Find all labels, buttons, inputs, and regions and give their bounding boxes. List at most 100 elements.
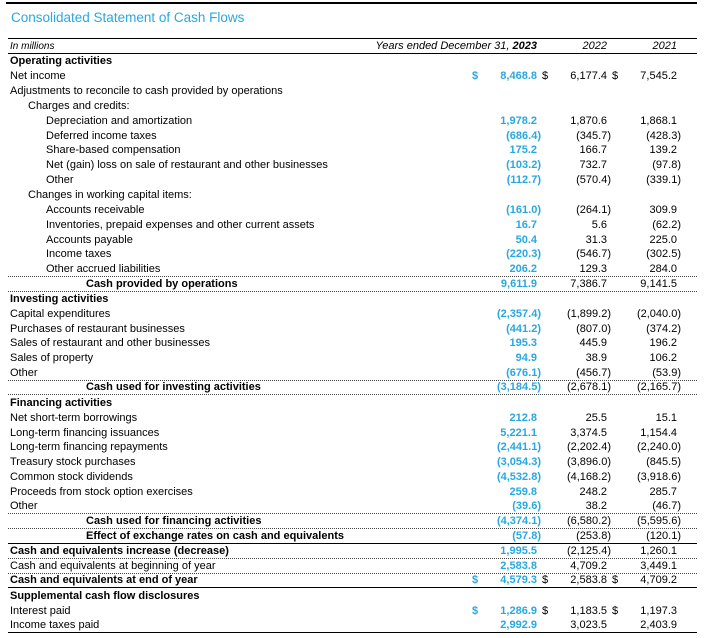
value-2023: (2,357.4) bbox=[472, 308, 542, 320]
value-text: (3,184.5) bbox=[496, 381, 541, 394]
table-row: Capital expenditures (2,357.4) (1,899.2) (2… bbox=[8, 306, 697, 321]
currency-symbol: $ bbox=[612, 604, 619, 617]
section-heading-row: Investing activities bbox=[8, 292, 697, 307]
value-2022: 3,374.5 bbox=[542, 427, 612, 439]
value-text: (2,678.1) bbox=[566, 381, 611, 394]
value-text: 31.3 bbox=[585, 233, 607, 246]
row-label: Sales of restaurant and other businesses bbox=[10, 337, 210, 350]
value-text: 5,221.1 bbox=[500, 426, 537, 439]
value-2022: $1,183.5 bbox=[542, 605, 612, 617]
value-text: 3,449.1 bbox=[640, 559, 677, 572]
table-row: Net income $8,468.8 $6,177.4 $7,545.2 bbox=[8, 69, 697, 84]
row-label: Charges and credits: bbox=[28, 99, 130, 112]
value-text: 139.2 bbox=[649, 144, 677, 157]
section-heading-row: Changes in working capital items: bbox=[8, 188, 697, 203]
value-text: (441.2) bbox=[506, 322, 541, 335]
value-2021: (62.2) bbox=[612, 219, 682, 231]
value-2023: 94.9 bbox=[472, 352, 542, 364]
value-2022: 1,870.6 bbox=[542, 115, 612, 127]
value-2022: 7,386.7 bbox=[542, 278, 612, 290]
value-text: (2,125.4) bbox=[566, 544, 611, 557]
table-row: Purchases of restaurant businesses (441.2… bbox=[8, 321, 697, 336]
value-text: (57.8) bbox=[512, 529, 541, 542]
value-2022: 38.2 bbox=[542, 500, 612, 512]
value-text: 38.9 bbox=[585, 352, 607, 365]
row-label: Cash used for financing activities bbox=[86, 515, 262, 528]
currency-symbol: $ bbox=[542, 574, 549, 587]
table-body: Operating activities Net income $8,468.8 $6… bbox=[8, 54, 697, 633]
row-label: Net short-term borrowings bbox=[10, 411, 138, 424]
table-row: Income taxes paid 2,992.9 3,023.5 2,403.9 bbox=[8, 618, 697, 633]
page-title: Consolidated Statement of Cash Flows bbox=[11, 10, 245, 25]
value-text: 1,870.6 bbox=[570, 114, 607, 127]
value-2023: (39.6) bbox=[472, 500, 542, 512]
value-text: 7,386.7 bbox=[570, 277, 607, 290]
value-2022: (2,678.1) bbox=[542, 381, 612, 393]
value-text: 1,183.5 bbox=[570, 604, 607, 617]
row-label: Net income bbox=[10, 70, 66, 83]
value-2021: (2,165.7) bbox=[612, 381, 682, 393]
currency-symbol: $ bbox=[472, 604, 479, 617]
row-label: Cash and equivalents at beginning of yea… bbox=[10, 559, 216, 572]
value-text: (374.2) bbox=[646, 322, 681, 335]
table-row: Deferred income taxes (686.4) (345.7) (428.… bbox=[8, 128, 697, 143]
value-2022: 38.9 bbox=[542, 352, 612, 364]
section-heading-row: Operating activities bbox=[8, 54, 697, 69]
value-text: 1,260.1 bbox=[640, 544, 677, 557]
row-label: Other bbox=[10, 500, 38, 513]
value-text: 4,709.2 bbox=[570, 559, 607, 572]
value-2023: $1,286.9 bbox=[472, 605, 542, 617]
table-row: Other (676.1) (456.7) (53.9) bbox=[8, 366, 697, 381]
value-text: (161.0) bbox=[506, 203, 541, 216]
value-text: 309.9 bbox=[649, 203, 677, 216]
value-2021: (97.8) bbox=[612, 159, 682, 171]
row-label: Changes in working capital items: bbox=[28, 189, 192, 202]
value-text: 8,468.8 bbox=[500, 70, 537, 83]
row-label: Investing activities bbox=[10, 292, 109, 305]
row-label: Cash used for investing activities bbox=[86, 381, 261, 394]
value-2021: 106.2 bbox=[612, 352, 682, 364]
value-2022: (546.7) bbox=[542, 248, 612, 260]
value-2021: $1,197.3 bbox=[612, 605, 682, 617]
table-row: Inventories, prepaid expenses and other … bbox=[8, 217, 697, 232]
value-text: (845.5) bbox=[646, 456, 681, 469]
value-text: (2,202.4) bbox=[566, 441, 611, 454]
value-text: 6,177.4 bbox=[570, 70, 607, 83]
value-text: (97.8) bbox=[652, 159, 681, 172]
table-row: Net short-term borrowings 212.8 25.5 15.1 bbox=[8, 410, 697, 425]
value-2021: 285.7 bbox=[612, 486, 682, 498]
value-2023: (2,441.1) bbox=[472, 441, 542, 453]
value-text: 7,545.2 bbox=[640, 70, 677, 83]
value-text: 9,141.5 bbox=[640, 277, 677, 290]
column-header-2023: Years ended December 31, 2023 bbox=[160, 40, 542, 52]
row-label: Proceeds from stock option exercises bbox=[10, 485, 193, 498]
value-2023: 2,992.9 bbox=[472, 619, 542, 631]
value-text: (3,896.0) bbox=[566, 456, 611, 469]
table-row: Net (gain) loss on sale of restaurant an… bbox=[8, 158, 697, 173]
value-2023: 9,611.9 bbox=[472, 278, 542, 290]
value-2021: (3,918.6) bbox=[612, 471, 682, 483]
value-2021: 1,868.1 bbox=[612, 115, 682, 127]
row-label: Long-term financing issuances bbox=[10, 426, 160, 439]
value-text: (456.7) bbox=[576, 366, 611, 379]
value-text: (676.1) bbox=[506, 366, 541, 379]
value-text: 1,868.1 bbox=[640, 114, 677, 127]
row-label: Other bbox=[10, 366, 38, 379]
row-label: Share-based compensation bbox=[46, 144, 181, 157]
value-text: (39.6) bbox=[512, 500, 541, 513]
value-2022: (6,580.2) bbox=[542, 515, 612, 527]
value-2021: 196.2 bbox=[612, 337, 682, 349]
value-text: 445.9 bbox=[579, 337, 607, 350]
value-2021: 309.9 bbox=[612, 204, 682, 216]
value-text: 4,579.3 bbox=[500, 574, 537, 587]
value-2022: (4,168.2) bbox=[542, 471, 612, 483]
value-text: (264.1) bbox=[576, 203, 611, 216]
value-2022: (456.7) bbox=[542, 367, 612, 379]
value-text: 106.2 bbox=[649, 352, 677, 365]
value-text: (686.4) bbox=[506, 129, 541, 142]
value-2021: $7,545.2 bbox=[612, 70, 682, 82]
table-row: Cash and equivalents at beginning of yea… bbox=[8, 559, 697, 574]
value-text: (2,357.4) bbox=[496, 307, 541, 320]
value-text: (546.7) bbox=[576, 248, 611, 261]
